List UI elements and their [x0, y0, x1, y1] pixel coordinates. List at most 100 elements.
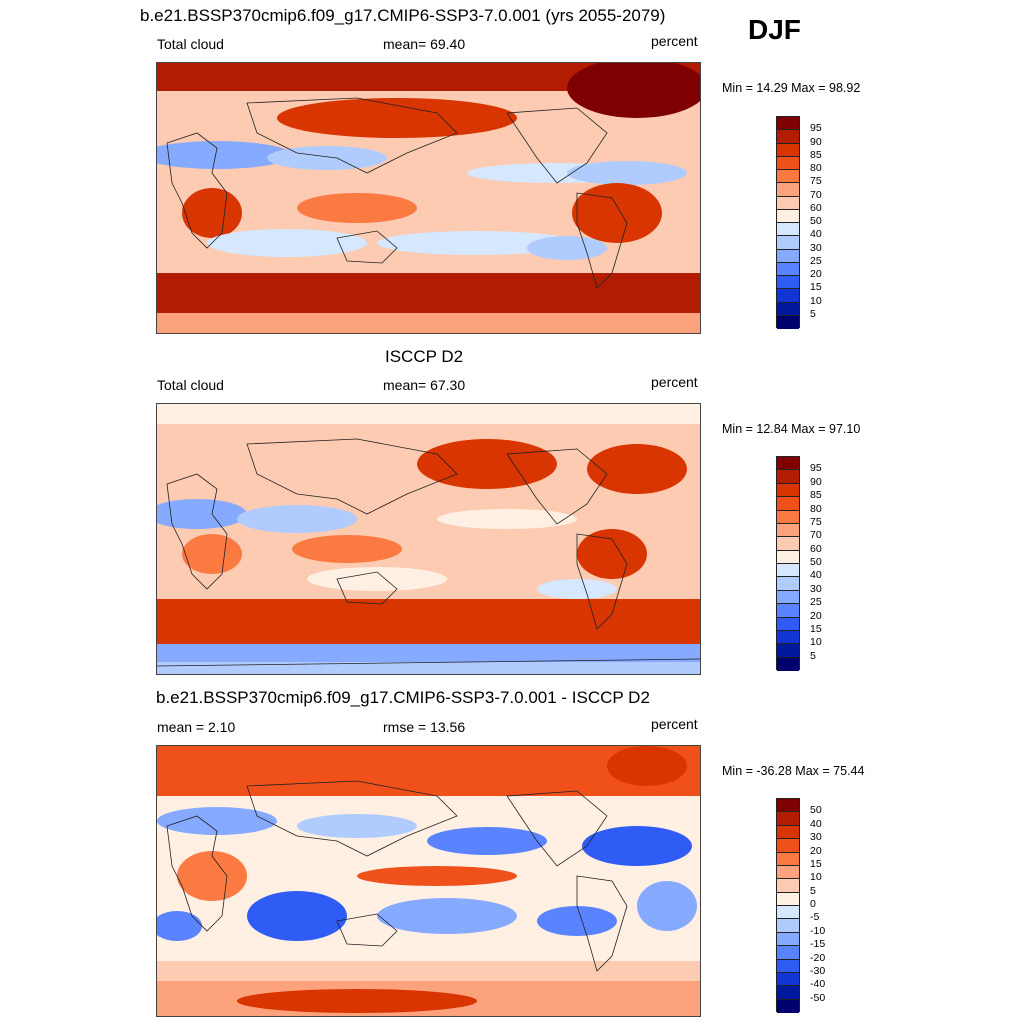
- panel-1-colorbar: [776, 116, 800, 329]
- colorbar-swatch: [777, 130, 799, 144]
- colorbar-label: 95: [810, 462, 822, 475]
- colorbar-swatch: [777, 986, 799, 1000]
- colorbar-label: 15: [810, 857, 822, 870]
- panel-3-colorbar: [776, 798, 800, 1013]
- colorbar-swatch: [777, 537, 799, 551]
- colorbar-swatch: [777, 523, 799, 538]
- colorbar-label: 10: [810, 294, 822, 307]
- panel-2-mean: mean= 67.30: [383, 377, 466, 393]
- colorbar-label: 20: [810, 844, 822, 857]
- colorbar-swatch: [777, 117, 799, 131]
- panel-2-units: percent: [651, 374, 698, 390]
- colorbar-swatch: [777, 196, 799, 210]
- colorbar-swatch: [777, 972, 799, 987]
- colorbar-label: 5: [810, 884, 816, 897]
- colorbar-swatch: [777, 959, 799, 973]
- colorbar-swatch: [777, 249, 799, 263]
- colorbar-swatch: [777, 143, 799, 157]
- panel-3-minmax: Min = -36.28 Max = 75.44: [722, 764, 865, 778]
- colorbar-label: -30: [810, 964, 826, 977]
- colorbar-label: 95: [810, 122, 822, 135]
- panel-3-map: [156, 745, 701, 1017]
- panel-1-units: percent: [651, 33, 698, 49]
- colorbar-swatch: [777, 590, 799, 605]
- colorbar-label: 75: [810, 515, 822, 528]
- colorbar-swatch: [777, 617, 799, 631]
- colorbar-label: -10: [810, 924, 826, 937]
- colorbar-label: -40: [810, 978, 826, 991]
- colorbar-swatch: [777, 577, 799, 591]
- colorbar-label: 5: [810, 307, 816, 320]
- colorbar-swatch: [777, 276, 799, 290]
- colorbar-swatch: [777, 550, 799, 564]
- colorbar-swatch: [777, 644, 799, 658]
- colorbar-swatch: [777, 457, 799, 471]
- colorbar-label: 10: [810, 871, 822, 884]
- colorbar-label: 30: [810, 582, 822, 595]
- colorbar-label: 80: [810, 162, 822, 174]
- season-label: DJF: [748, 14, 801, 45]
- panel-1-variable: Total cloud: [157, 36, 224, 52]
- colorbar-swatch: [777, 156, 799, 170]
- colorbar-swatch: [777, 510, 799, 524]
- colorbar-label: 0: [810, 898, 816, 910]
- colorbar-swatch: [777, 236, 799, 250]
- colorbar-label: 60: [810, 542, 822, 555]
- panel-2-title: ISCCP D2: [385, 347, 464, 366]
- colorbar-label: 90: [810, 475, 822, 488]
- panel-1-mean: mean= 69.40: [383, 36, 466, 52]
- colorbar-label: 5: [810, 649, 816, 662]
- colorbar-swatch: [777, 630, 799, 645]
- colorbar-label: 75: [810, 175, 822, 188]
- colorbar-swatch: [777, 604, 799, 618]
- colorbar-swatch: [777, 470, 799, 484]
- colorbar-label: 20: [810, 268, 822, 280]
- colorbar-label: 10: [810, 636, 822, 649]
- colorbar-label: 40: [810, 569, 822, 582]
- panel-3-rmse: rmse = 13.56: [383, 719, 466, 735]
- colorbar-label: 85: [810, 148, 822, 161]
- colorbar-swatch: [777, 497, 799, 511]
- colorbar-label: -50: [810, 991, 826, 1004]
- colorbar-swatch: [777, 946, 799, 960]
- colorbar-swatch: [777, 564, 799, 578]
- panel-1-map: [156, 62, 701, 334]
- colorbar-swatch: [777, 906, 799, 920]
- colorbar-swatch: [777, 919, 799, 933]
- colorbar-swatch: [777, 839, 799, 853]
- colorbar-label: 70: [810, 529, 822, 542]
- colorbar-swatch: [777, 999, 799, 1013]
- colorbar-swatch: [777, 315, 799, 329]
- colorbar-label: 20: [810, 609, 822, 622]
- colorbar-label: 80: [810, 502, 822, 515]
- colorbar-label: 15: [810, 281, 822, 294]
- colorbar-swatch: [777, 483, 799, 498]
- colorbar-label: 30: [810, 831, 822, 844]
- colorbar-label: 30: [810, 241, 822, 254]
- colorbar-label: 40: [810, 228, 822, 241]
- panel-2-colorbar: [776, 456, 800, 671]
- colorbar-label: 90: [810, 135, 822, 148]
- colorbar-label: 50: [810, 556, 822, 568]
- colorbar-swatch: [777, 892, 799, 906]
- colorbar-swatch: [777, 865, 799, 880]
- panel-2-map: [156, 403, 701, 675]
- panel-1-title: b.e21.BSSP370cmip6.f09_g17.CMIP6-SSP3-7.…: [140, 6, 666, 25]
- colorbar-swatch: [777, 825, 799, 840]
- colorbar-label: 70: [810, 188, 822, 201]
- colorbar-swatch: [777, 209, 799, 223]
- colorbar-label: 85: [810, 489, 822, 502]
- panel-1-minmax: Min = 14.29 Max = 98.92: [722, 81, 861, 95]
- colorbar-swatch: [777, 289, 799, 303]
- colorbar-label: 25: [810, 596, 822, 609]
- colorbar-label: 15: [810, 622, 822, 635]
- panel-2-variable: Total cloud: [157, 377, 224, 393]
- colorbar-label: 60: [810, 201, 822, 214]
- colorbar-swatch: [777, 262, 799, 276]
- colorbar-swatch: [777, 879, 799, 893]
- colorbar-swatch: [777, 812, 799, 826]
- colorbar-swatch: [777, 183, 799, 197]
- panel-2-minmax: Min = 12.84 Max = 97.10: [722, 422, 861, 436]
- colorbar-label: -5: [810, 911, 820, 924]
- colorbar-swatch: [777, 657, 799, 671]
